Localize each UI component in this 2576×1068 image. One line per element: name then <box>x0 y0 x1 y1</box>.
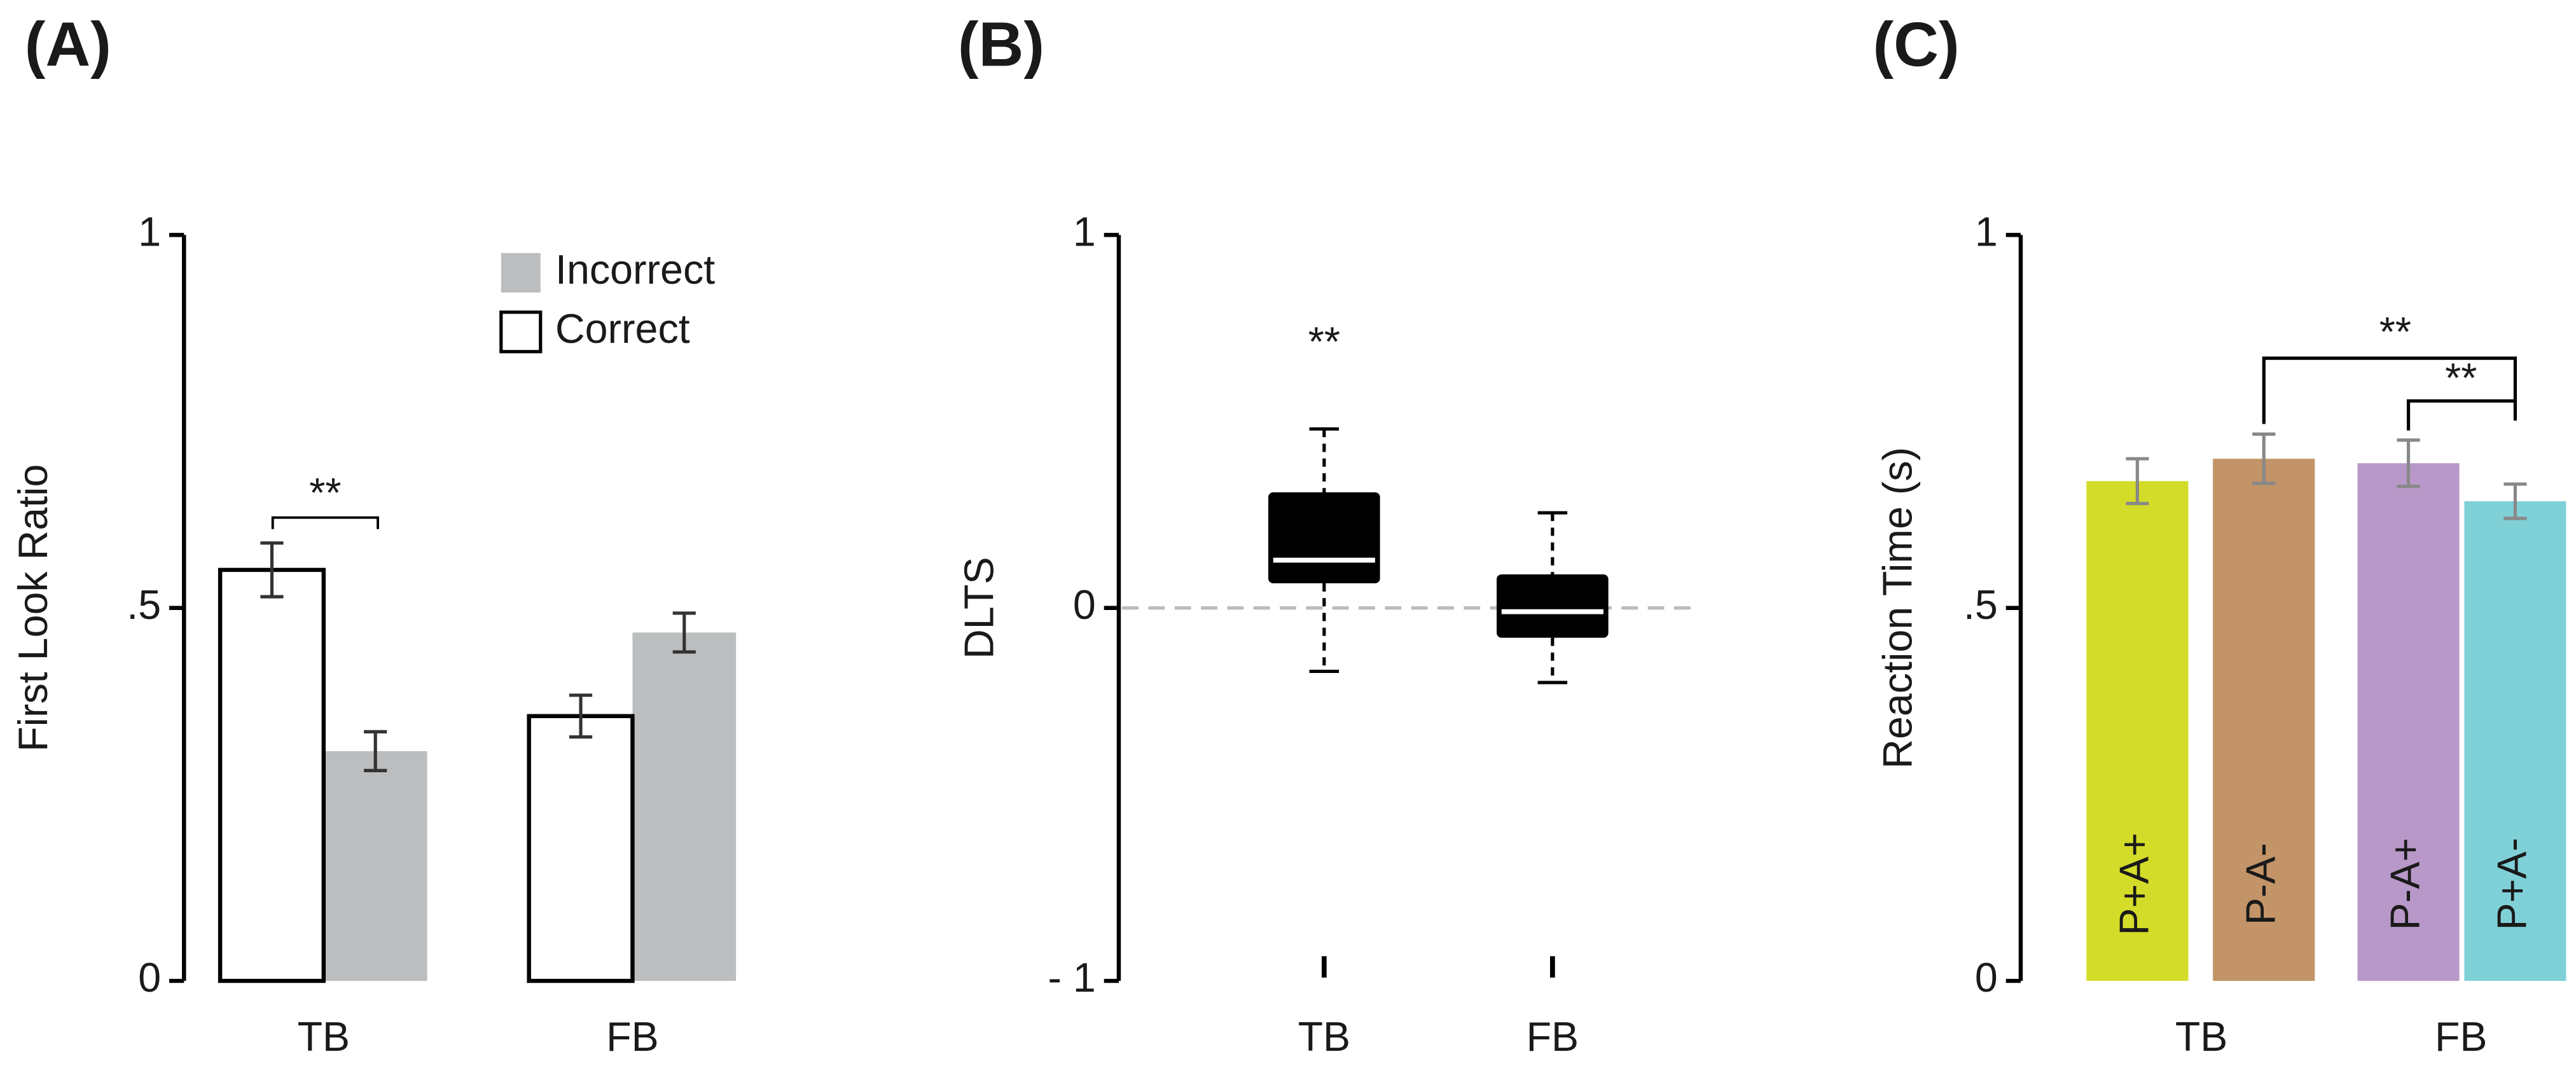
y-tick-label: 0 <box>1975 955 1998 1001</box>
bar-label: P+A- <box>2489 838 2535 930</box>
box <box>1497 574 1609 638</box>
error-bar <box>672 611 696 654</box>
x-tick-label: TB <box>2175 1014 2228 1060</box>
panel-title: (A) <box>25 9 111 79</box>
bar <box>2357 463 2460 981</box>
error-bar <box>2252 432 2276 485</box>
x-tick-label: TB <box>298 1014 350 1060</box>
bar-label: P-A- <box>2238 843 2283 925</box>
significance-bracket <box>271 516 380 529</box>
bar <box>2464 501 2566 981</box>
y-tick-label: .5 <box>127 582 161 628</box>
y-tick-label: 0 <box>138 955 161 1001</box>
y-tick-label: 1 <box>1975 209 1998 254</box>
bar <box>218 567 326 983</box>
significance-bracket <box>2406 399 2516 431</box>
error-bar <box>2126 457 2149 506</box>
y-tick-label: 0 <box>1073 582 1096 628</box>
y-tick-label: 1 <box>138 209 161 254</box>
panel-title: (B) <box>958 9 1044 79</box>
y-axis-label: First Look Ratio <box>10 464 56 752</box>
x-tick-label: FB <box>2435 1014 2488 1060</box>
significance-label: ** <box>1308 319 1340 365</box>
bar <box>2086 481 2189 981</box>
x-tick-label: TB <box>1298 1014 1351 1060</box>
y-tick-label: .5 <box>1963 582 1998 628</box>
significance-bracket <box>2262 356 2517 424</box>
error-bar <box>2503 482 2527 520</box>
legend-label: Correct <box>555 306 690 352</box>
y-tick-label: 1 <box>1073 209 1096 254</box>
x-tick-label: FB <box>606 1014 659 1060</box>
error-bar <box>364 730 387 772</box>
legend-swatch <box>501 253 541 293</box>
y-axis-label: Reaction Time (s) <box>1874 447 1920 769</box>
bar <box>323 751 427 981</box>
error-bar <box>569 693 593 739</box>
bar <box>2213 459 2315 981</box>
bar <box>632 632 737 981</box>
panel-title: (C) <box>1873 9 1960 79</box>
legend-label: Incorrect <box>555 247 715 293</box>
bar-label: P-A+ <box>2383 838 2428 930</box>
error-bar <box>2397 438 2420 489</box>
bar <box>527 714 635 983</box>
box <box>1268 492 1380 584</box>
error-bar <box>260 541 284 599</box>
significance-label: ** <box>309 470 341 516</box>
y-axis-label: DLTS <box>957 557 1002 659</box>
significance-label: ** <box>2445 355 2477 401</box>
bar-label: P+A+ <box>2111 833 2157 936</box>
x-tick-label: FB <box>1527 1014 1579 1060</box>
significance-label: ** <box>2379 309 2411 355</box>
legend-swatch <box>499 310 543 354</box>
y-tick-label: - 1 <box>1048 955 1095 1001</box>
